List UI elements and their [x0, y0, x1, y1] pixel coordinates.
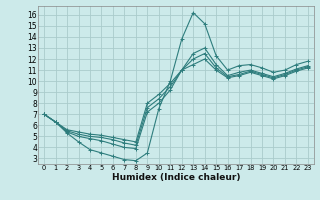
X-axis label: Humidex (Indice chaleur): Humidex (Indice chaleur) [112, 173, 240, 182]
